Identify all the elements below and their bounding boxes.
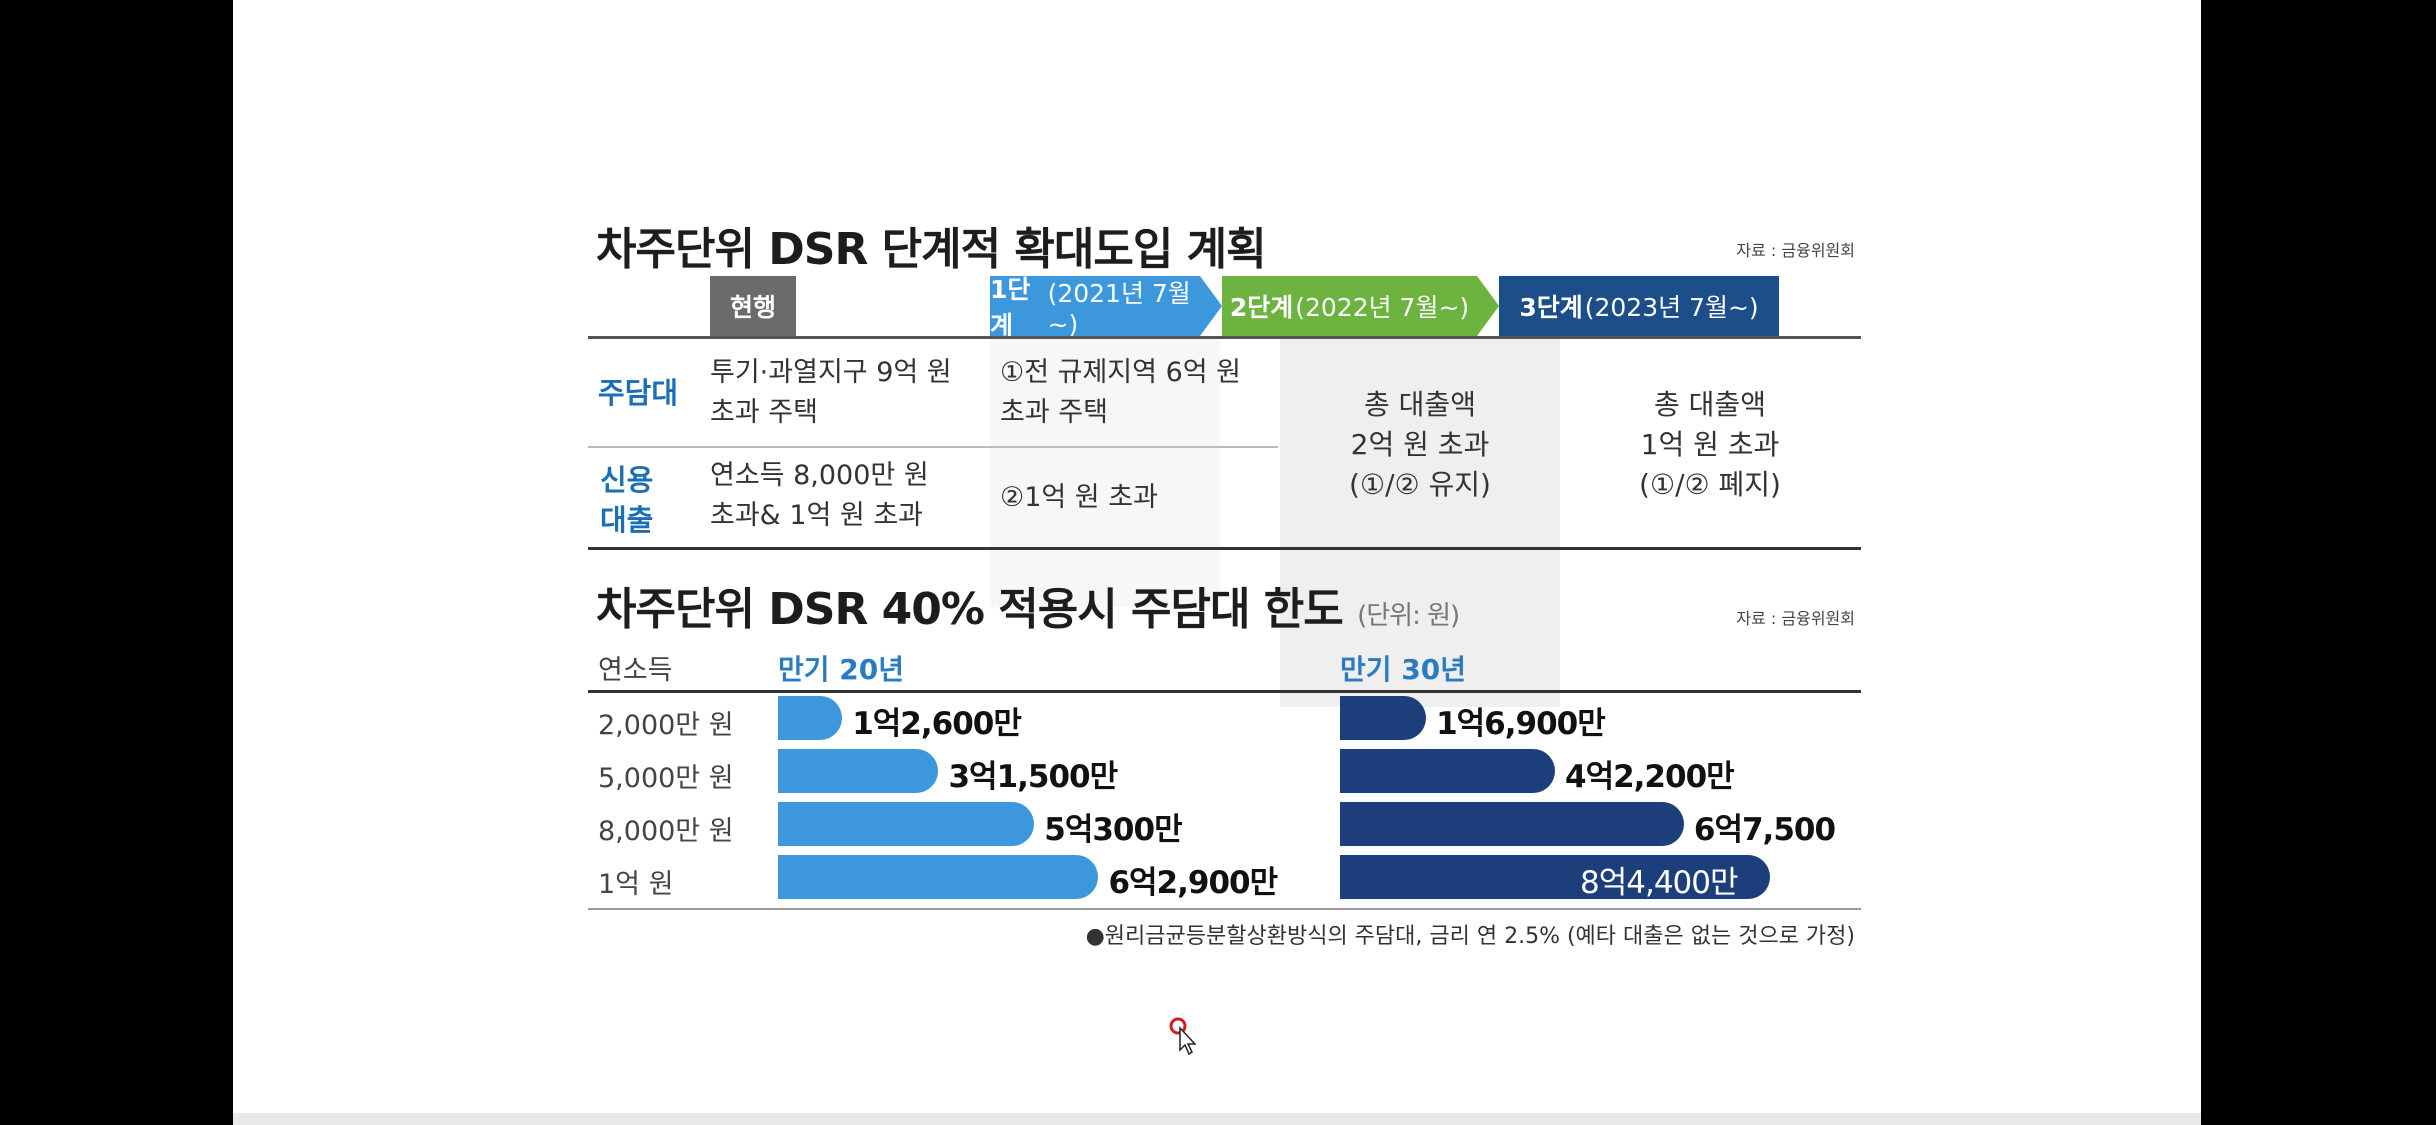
plan-header-rule: [588, 336, 1861, 339]
bar-30yr: [1340, 802, 1684, 846]
stage-1-pill: 1단계 (2021년 7월~): [990, 275, 1200, 340]
bar-20yr: [778, 696, 843, 740]
credit-current-1: 연소득 8,000만 원: [710, 460, 929, 491]
row-divider: [588, 446, 1278, 448]
stage-1-name: 1단계: [990, 275, 1031, 340]
bar-30yr: [1340, 696, 1427, 740]
mortgage-stage1-2: 초과 주택: [1000, 397, 1108, 428]
slide-bottom-edge: [233, 1113, 2201, 1125]
credit-stage1: ②1억 원 초과: [1000, 482, 1158, 513]
infographic: 차주단위 DSR 단계적 확대도입 계획 자료 : 금융위원회 현행 1단계 (2…: [578, 163, 1861, 955]
bar-value-label: 3억1,500만: [948, 759, 1118, 795]
stage3-text-1: 총 대출액: [1654, 388, 1766, 421]
stage-1-bg: [990, 339, 1220, 607]
current-label: 현행: [710, 276, 796, 336]
plan-title: 차주단위 DSR 단계적 확대도입 계획: [596, 224, 1267, 275]
bar-20yr: [778, 802, 1035, 846]
income-category: 8,000만 원: [598, 816, 734, 847]
section-divider: [588, 547, 1861, 550]
footnote: ●원리금균등분할상환방식의 주담대, 금리 연 2.5% (예타 대출은 없는 …: [1085, 924, 1855, 949]
row-credit-label-2: 대출: [600, 503, 654, 537]
series-20-header: 만기 20년: [778, 653, 904, 686]
income-category: 1억 원: [598, 869, 674, 900]
stage-2-arrow: [1477, 276, 1499, 336]
limits-title-row: 차주단위 DSR 40% 적용시 주담대 한도 (단위: 원): [596, 573, 1460, 637]
bar-20yr: [778, 749, 939, 793]
stage-3-name: 3단계: [1519, 293, 1583, 322]
mouse-cursor-icon: [1169, 1017, 1196, 1056]
bar-20yr: [778, 855, 1099, 899]
stage2-text-1: 총 대출액: [1364, 388, 1476, 421]
bar-value-label: 6억2,900만: [1108, 865, 1278, 901]
credit-current-2: 초과& 1억 원 초과: [710, 500, 924, 531]
bar-30yr: [1340, 855, 1770, 899]
limits-title: 차주단위 DSR 40% 적용시 주담대 한도: [596, 584, 1344, 635]
series-30-header: 만기 30년: [1340, 653, 1466, 686]
stage-2-pill: 2단계 (2022년 7월~): [1222, 276, 1477, 336]
stage-1-period: (2021년 7월~): [1047, 278, 1191, 339]
bar-value-label: 8억4,400만: [1580, 865, 1739, 901]
stage-1-arrow: [1200, 276, 1222, 336]
income-header: 연소득: [598, 655, 673, 686]
bar-value-label: 5억300만: [1044, 812, 1182, 848]
stage-2-name: 2단계: [1229, 293, 1294, 322]
bar-value-label: 1억6,900만: [1436, 706, 1606, 742]
limits-source: 자료 : 금융위원회: [1736, 609, 1855, 628]
row-credit-label-1: 신용: [600, 463, 654, 497]
mortgage-current-1: 투기·과열지구 9억 원: [710, 357, 952, 388]
chart-header-rule: [588, 690, 1861, 693]
bar-value-label: 4억2,200만: [1565, 759, 1735, 795]
mortgage-current-2: 초과 주택: [710, 397, 818, 428]
stage-3-period: (2023년 7월~): [1584, 293, 1759, 322]
bar-30yr: [1340, 749, 1555, 793]
stage-2-bg: [1280, 339, 1560, 707]
stage-3-pill: 3단계 (2023년 7월~): [1499, 276, 1779, 336]
stage3-text-2: 1억 원 초과: [1640, 428, 1780, 461]
stage2-text-3: (①/② 유지): [1349, 468, 1491, 501]
stage-2-period: (2022년 7월~): [1295, 293, 1470, 322]
chart-bottom-rule: [588, 908, 1861, 910]
income-category: 2,000만 원: [598, 710, 734, 741]
stage3-text-3: (①/② 폐지): [1639, 468, 1781, 501]
row-mortgage-label: 주담대: [598, 376, 679, 410]
income-category: 5,000만 원: [598, 763, 734, 794]
limits-unit: (단위: 원): [1357, 601, 1460, 631]
mortgage-stage1-1: ①전 규제지역 6억 원: [1000, 357, 1242, 388]
stage2-text-2: 2억 원 초과: [1350, 428, 1490, 461]
plan-source: 자료 : 금융위원회: [1736, 241, 1855, 260]
bar-value-label: 1억2,600만: [852, 706, 1022, 742]
